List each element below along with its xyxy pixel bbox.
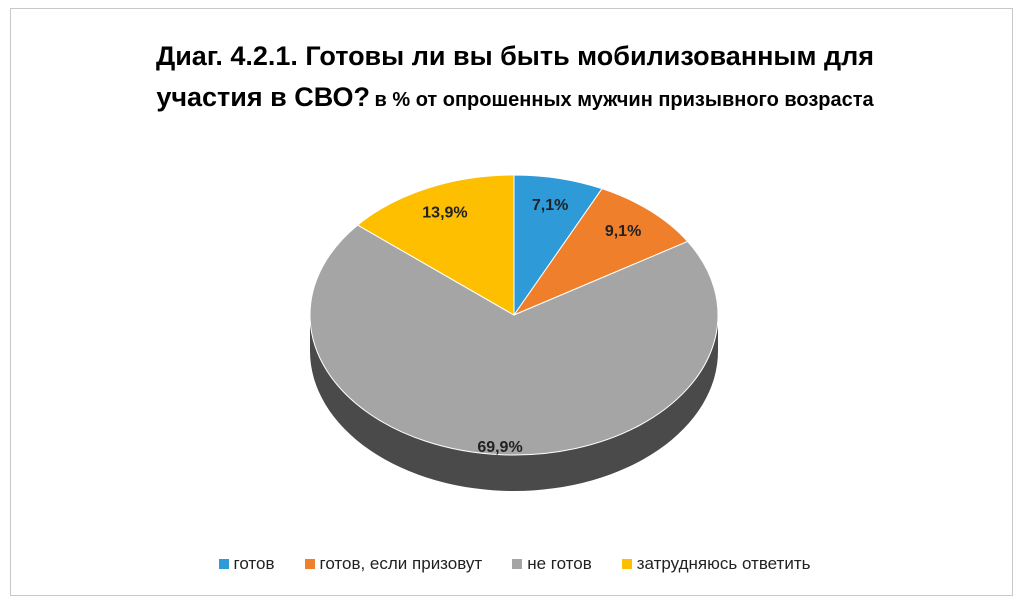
legend-item: готов, если призовут [304,554,483,574]
data-label: 13,9% [422,205,467,222]
legend-item: готов [218,554,275,574]
legend-swatch [304,559,315,569]
pie-side [310,315,718,491]
pie-slice [512,188,689,317]
legend-label: готов, если призовут [319,554,483,573]
data-label: 7,1% [532,197,568,214]
data-label: 9,1% [605,223,641,240]
legend-item: затрудняюсь ответить [621,554,811,574]
legend-swatch [512,559,523,569]
legend-label: затрудняюсь ответить [636,554,811,573]
pie-slice [356,174,515,316]
legend-item: не готов [512,554,592,574]
chart-title: Диаг. 4.2.1. Готовы ли вы быть мобилизов… [155,41,875,112]
chart-heading: Диаг. 4.2.1. Готовы ли вы быть мобилизов… [110,38,920,120]
legend: готов готов, если призовут не готов затрудн… [0,554,1029,574]
legend-label: не готов [527,554,592,573]
legend-swatch [218,559,229,569]
legend-label: готов [233,554,275,573]
legend-swatch [621,559,632,569]
chart-frame [10,8,1013,596]
chart-subtitle: в % от опрошенных мужчин призывного возр… [374,89,874,111]
data-label: 69,9% [477,439,522,456]
pie-slice [309,224,719,456]
